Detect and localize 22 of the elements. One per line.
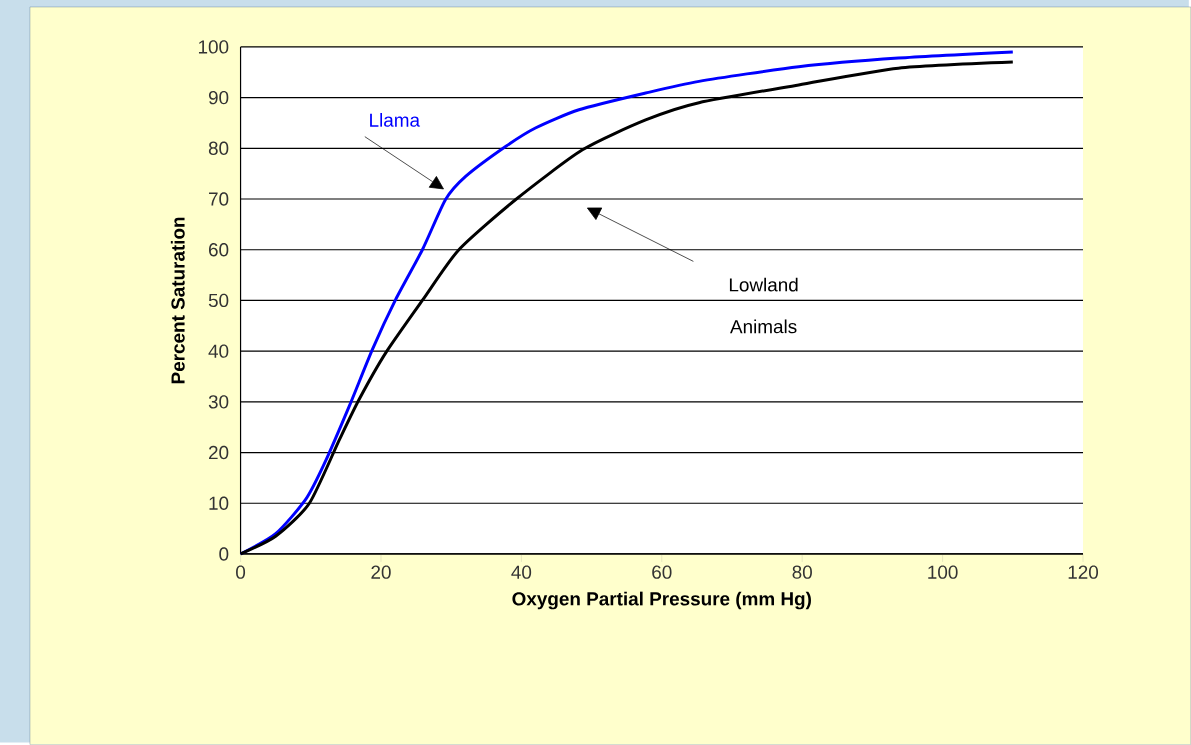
y-axis-title: Percent Saturation: [170, 217, 185, 384]
y-tick-label: 50: [208, 293, 229, 308]
y-tick-label: 20: [209, 445, 229, 460]
y-tick-label: 60: [209, 243, 229, 257]
y-tick-label: 40: [208, 344, 229, 358]
y-tick-label: 0: [219, 547, 229, 561]
y-tick-label: 30: [208, 395, 229, 409]
x-tick-label: 80: [792, 565, 812, 579]
x-axis-title: Oxygen Partial Pressure (mm Hg): [512, 591, 811, 610]
y-tick-label: 70: [209, 192, 229, 206]
text: Llama: [370, 113, 421, 127]
x-tick-label: 0: [236, 565, 246, 579]
x-tick-label: 40: [511, 565, 532, 579]
text: Lowland Animals: [729, 277, 798, 334]
y-tick-label: 80: [208, 141, 229, 156]
x-tick-label: 120: [1068, 565, 1099, 579]
y-tick-label: 100: [198, 40, 229, 54]
x-tick-label: 100: [928, 565, 958, 579]
x-tick-label: 60: [652, 565, 672, 579]
y-tick-label: 10: [209, 496, 229, 511]
y-tick-label: 90: [208, 91, 229, 105]
x-tick-label: 20: [371, 565, 391, 579]
